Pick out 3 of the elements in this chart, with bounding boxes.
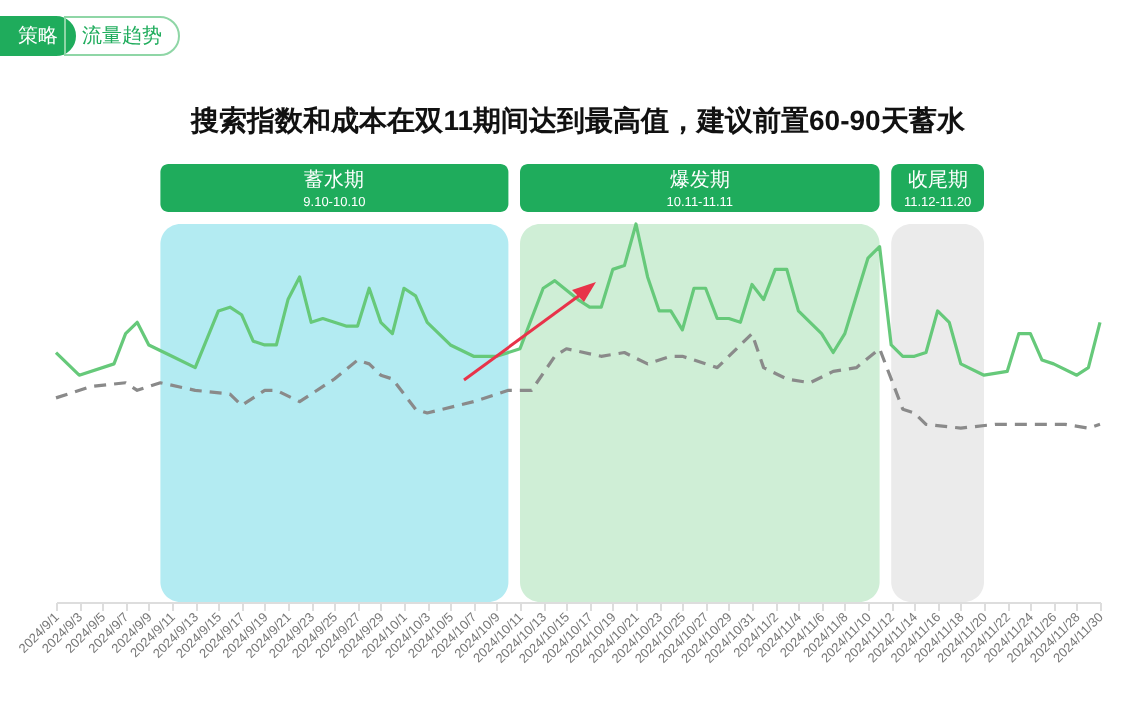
chart-title: 搜索指数和成本在双11期间达到最高值，建议前置60-90天蓄水 (189, 104, 967, 136)
text: 策略 (0, 16, 76, 56)
text: 流量趋势 (64, 16, 180, 56)
